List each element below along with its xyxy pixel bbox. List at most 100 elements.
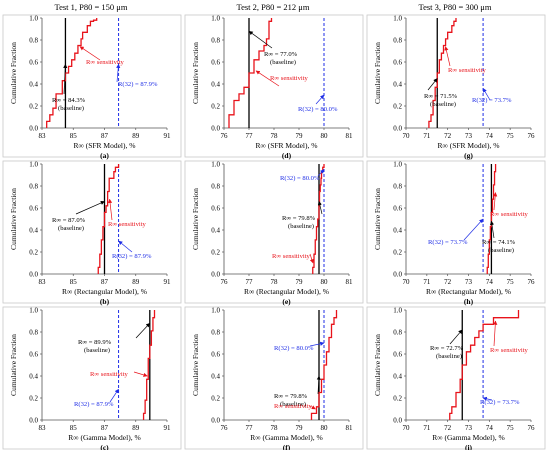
x-tick-label: 81 (346, 424, 354, 432)
x-tick-label: 73 (465, 424, 473, 432)
x-tick-label: 87 (101, 278, 109, 286)
y-tick-label: 0.8 (393, 329, 402, 337)
y-tick-label: 0.6 (29, 351, 38, 359)
y-tick-label: 0.6 (211, 59, 220, 67)
x-tick-label: 79 (296, 424, 304, 432)
annotation-arrow-sens (255, 70, 280, 87)
annotation-arrow-sens (133, 371, 148, 377)
x-tick-label: 79 (296, 278, 304, 286)
annotation-arrow-sens (309, 253, 314, 264)
x-tick-label: 85 (70, 278, 78, 286)
x-tick-label: 81 (346, 132, 354, 140)
x-axis-label: R∞ (Gamma Model), % (68, 433, 140, 442)
annotation-r32: R(32) = 73.7% (472, 97, 512, 104)
panel-h: 0.0 0.2 0.4 0.6 0.8 1.0 70 71 72 73 74 75 76 Cumulati… (366, 161, 546, 306)
y-tick-label: 0.2 (29, 395, 38, 403)
x-tick-label: 85 (70, 424, 78, 432)
panel-g: 0.0 0.2 0.4 0.6 0.8 1.0 70 71 72 73 74 75 76 Cumulati… (366, 14, 546, 160)
x-tick-label: 89 (132, 132, 140, 140)
annotation-sens: R∞ sensitivity (108, 221, 147, 228)
x-tick-label: 80 (321, 424, 329, 432)
y-tick-label: 0.2 (393, 103, 402, 111)
cdf-step-line (449, 310, 520, 420)
y-tick-label: 0.6 (211, 205, 220, 213)
column-title-test-3: Test 3, P80 = 300 μm (419, 2, 492, 12)
x-axis-label: R∞ (Rectangular Model), % (62, 287, 147, 296)
x-tick-label: 71 (423, 278, 431, 286)
x-tick-label: 70 (403, 132, 411, 140)
x-tick-label: 89 (132, 278, 140, 286)
y-tick-label: 0.2 (29, 103, 38, 111)
y-tick-label: 0.6 (211, 351, 220, 359)
x-axis-label: R∞ (Gamma Model), % (250, 433, 322, 442)
annotation-arrow-baseline (63, 63, 68, 95)
x-tick-label: 72 (444, 278, 452, 286)
x-tick-label: 76 (528, 424, 536, 432)
annotation-r32: R(32) = 87.9% (118, 81, 158, 88)
annotation-sens: R∞ sensitivity (448, 67, 487, 74)
annotation-arrow-sens (444, 46, 451, 67)
annotation-r32: R(32) = 80.0% (280, 175, 320, 182)
annotation-baseline: R∞ = 71.5% (424, 93, 458, 100)
y-tick-label: 0.4 (393, 373, 402, 381)
x-tick-label: 91 (164, 424, 172, 432)
y-axis-label: Cumulative Fraction (191, 42, 200, 104)
y-tick-label: 0.0 (211, 125, 220, 133)
panel-letter: (a) (100, 151, 109, 160)
y-axis-label: Cumulative Fraction (373, 42, 382, 104)
x-tick-label: 76 (528, 132, 536, 140)
x-tick-label: 76 (221, 424, 229, 432)
panel-frame (184, 306, 364, 450)
y-tick-label: 0.2 (29, 249, 38, 257)
y-axis-label: Cumulative Fraction (9, 334, 18, 396)
x-tick-label: 76 (221, 278, 229, 286)
annotation-baseline: R∞ = 72.7% (430, 345, 464, 352)
annotation-arrow-r32 (315, 94, 325, 105)
annotation-arrow-r32 (317, 169, 325, 177)
annotation-baseline: R∞ = 74.1% (482, 239, 516, 246)
y-tick-label: 1.0 (29, 161, 38, 169)
annotation-baseline-line2: (baseline) (270, 59, 296, 66)
x-tick-label: 71 (423, 132, 431, 140)
y-tick-label: 0.8 (211, 329, 220, 337)
panel-b: 0.0 0.2 0.4 0.6 0.8 1.0 83 85 87 89 91 Cumulative F… (2, 160, 182, 306)
annotation-arrow-r32 (116, 63, 121, 83)
y-tick-label: 0.0 (393, 125, 402, 133)
y-tick-label: 0.0 (29, 271, 38, 279)
x-axis-label: R∞ (SFR Model), % (255, 141, 317, 150)
panel-letter: (h) (464, 297, 474, 306)
x-tick-label: 71 (423, 424, 431, 432)
y-tick-label: 0.0 (393, 271, 402, 279)
y-tick-label: 0.0 (393, 417, 402, 425)
y-axis-label: Cumulative Fraction (9, 42, 18, 104)
panel-letter: (i) (465, 443, 473, 450)
annotation-sens: R∞ sensitivity (490, 211, 529, 218)
x-tick-label: 78 (271, 278, 279, 286)
panel-frame (2, 160, 182, 304)
y-axis-label: Cumulative Fraction (191, 188, 200, 250)
annotation-baseline: R∞ = 87.0% (52, 217, 86, 224)
y-tick-label: 0.8 (393, 183, 402, 191)
x-tick-label: 83 (39, 278, 47, 286)
x-tick-label: 74 (486, 278, 494, 286)
y-tick-label: 1.0 (29, 15, 38, 23)
annotation-arrow-baseline (135, 322, 151, 339)
annotation-baseline-line2: (baseline) (430, 101, 456, 108)
annotation-baseline: R∞ = 79.8% (274, 393, 308, 400)
x-tick-label: 91 (164, 132, 172, 140)
annotation-arrow-sens (107, 198, 113, 221)
x-tick-label: 76 (221, 132, 229, 140)
annotation-sens: R∞ sensitivity (274, 403, 313, 410)
x-tick-label: 87 (101, 132, 109, 140)
x-tick-label: 70 (403, 424, 411, 432)
x-tick-label: 75 (507, 424, 515, 432)
y-tick-label: 1.0 (211, 307, 220, 315)
panel-frame (366, 14, 546, 158)
annotation-baseline-line2: (baseline) (280, 401, 306, 408)
annotation-arrow-sens (79, 46, 101, 61)
x-tick-label: 83 (39, 424, 47, 432)
annotation-arrow-r32 (118, 240, 133, 253)
y-tick-label: 0.8 (29, 329, 38, 337)
